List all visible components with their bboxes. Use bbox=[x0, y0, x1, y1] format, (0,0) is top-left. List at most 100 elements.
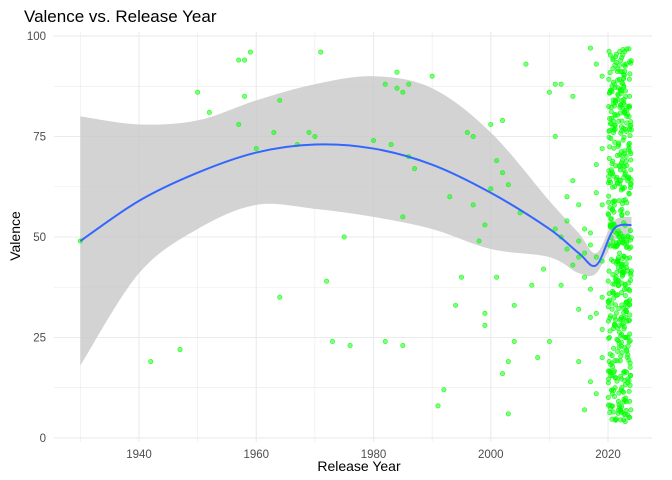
data-point bbox=[615, 283, 621, 289]
data-point bbox=[476, 238, 482, 244]
data-point bbox=[624, 210, 630, 216]
data-point bbox=[576, 254, 582, 260]
data-point bbox=[607, 410, 613, 416]
data-point bbox=[608, 216, 614, 222]
data-point bbox=[619, 261, 625, 267]
data-point bbox=[582, 407, 588, 413]
data-point bbox=[626, 298, 632, 304]
data-point bbox=[570, 262, 576, 268]
data-point bbox=[614, 180, 620, 186]
data-point bbox=[607, 144, 613, 150]
data-point bbox=[608, 257, 614, 263]
data-point bbox=[623, 315, 629, 321]
data-point bbox=[613, 302, 619, 308]
data-point bbox=[614, 244, 620, 250]
data-point bbox=[564, 218, 570, 224]
data-point bbox=[576, 306, 582, 312]
data-point bbox=[599, 202, 605, 208]
data-point bbox=[593, 190, 599, 196]
data-point bbox=[606, 128, 612, 134]
y-tick-label: 100 bbox=[27, 31, 46, 43]
data-point bbox=[625, 352, 631, 358]
data-point bbox=[627, 338, 633, 344]
data-point bbox=[306, 129, 312, 135]
data-point bbox=[441, 387, 447, 393]
data-point bbox=[394, 69, 400, 75]
data-point bbox=[236, 121, 242, 127]
data-point bbox=[247, 49, 253, 55]
data-point bbox=[627, 288, 633, 294]
data-point bbox=[617, 167, 623, 173]
data-point bbox=[614, 152, 620, 158]
data-point bbox=[626, 176, 632, 182]
data-point bbox=[599, 326, 605, 332]
data-point bbox=[499, 117, 505, 123]
data-point bbox=[624, 309, 630, 315]
data-point bbox=[324, 278, 330, 284]
data-point bbox=[627, 331, 633, 337]
data-point bbox=[626, 415, 632, 421]
data-point bbox=[494, 158, 500, 164]
data-point bbox=[541, 266, 547, 272]
data-point bbox=[499, 371, 505, 377]
y-tick-label: 50 bbox=[33, 232, 46, 244]
data-point bbox=[617, 250, 623, 256]
data-point bbox=[612, 317, 618, 323]
data-point bbox=[611, 127, 617, 133]
data-point bbox=[195, 89, 201, 95]
data-point bbox=[505, 182, 511, 188]
x-axis-title: Release Year bbox=[317, 458, 401, 474]
data-point bbox=[593, 61, 599, 67]
data-point bbox=[619, 118, 625, 124]
smooth-line bbox=[79, 143, 632, 268]
data-point bbox=[622, 126, 628, 132]
x-tick-label: 2020 bbox=[595, 449, 621, 461]
data-point bbox=[552, 226, 558, 232]
x-tick-label: 1980 bbox=[361, 449, 387, 461]
data-point bbox=[607, 90, 613, 96]
data-point bbox=[628, 407, 634, 413]
data-point bbox=[626, 357, 632, 363]
data-point bbox=[608, 405, 614, 411]
data-point bbox=[622, 419, 628, 425]
data-point bbox=[611, 345, 617, 351]
data-point bbox=[611, 209, 617, 215]
data-point bbox=[625, 233, 631, 239]
data-point bbox=[606, 155, 612, 161]
data-point bbox=[606, 134, 612, 140]
data-point bbox=[620, 201, 626, 207]
data-point bbox=[582, 226, 588, 232]
data-point bbox=[613, 59, 619, 65]
data-point bbox=[626, 142, 632, 148]
data-point bbox=[619, 80, 625, 86]
data-point bbox=[564, 194, 570, 200]
data-point bbox=[623, 158, 629, 164]
smooth-line-group bbox=[79, 143, 632, 268]
data-point bbox=[622, 88, 628, 94]
x-tick-labels: 1940 1960 1980 2000 2020 bbox=[126, 449, 621, 461]
data-point bbox=[618, 58, 624, 64]
data-point bbox=[626, 103, 632, 109]
data-point bbox=[627, 382, 633, 388]
data-point bbox=[388, 142, 394, 148]
data-point bbox=[628, 157, 634, 163]
data-point bbox=[617, 104, 623, 110]
data-point bbox=[618, 353, 624, 359]
data-point bbox=[616, 231, 622, 237]
data-point bbox=[626, 190, 632, 196]
data-point bbox=[558, 282, 564, 288]
data-point bbox=[620, 137, 626, 143]
data-point bbox=[625, 343, 631, 349]
data-point bbox=[470, 202, 476, 208]
data-point bbox=[613, 375, 619, 381]
data-point bbox=[607, 70, 613, 76]
data-point bbox=[626, 317, 632, 323]
data-point bbox=[611, 323, 617, 329]
data-point bbox=[610, 364, 616, 370]
data-point bbox=[593, 254, 599, 260]
data-point bbox=[609, 161, 615, 167]
data-point bbox=[347, 343, 353, 349]
data-point bbox=[617, 407, 623, 413]
data-point bbox=[618, 149, 624, 155]
data-point bbox=[627, 364, 633, 370]
